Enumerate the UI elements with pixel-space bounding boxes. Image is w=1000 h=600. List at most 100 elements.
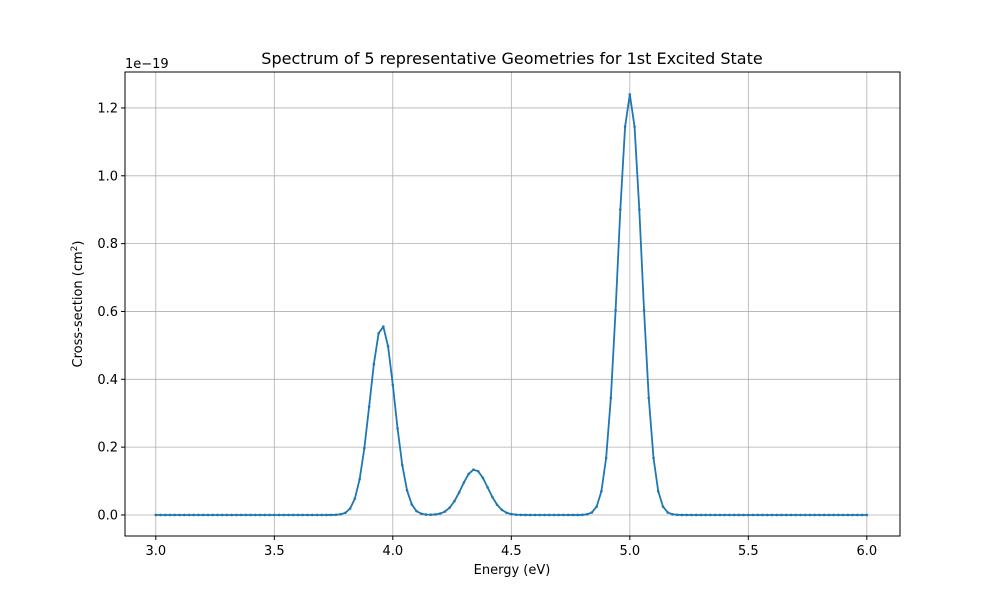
data-point — [576, 513, 579, 517]
data-point — [306, 513, 309, 517]
data-point — [434, 513, 437, 516]
data-point — [557, 513, 561, 517]
y-axis-ticks: 0.0 0.2 0.4 0.6 0.8 1.0 1.2 — [97, 101, 125, 523]
data-point — [709, 513, 712, 517]
data-point — [690, 513, 693, 517]
data-point — [173, 513, 177, 517]
data-point — [675, 513, 679, 517]
data-point — [808, 513, 812, 517]
data-point — [656, 490, 660, 493]
data-point — [718, 513, 722, 517]
data-point — [211, 513, 214, 517]
data-point — [201, 513, 205, 517]
data-point — [472, 468, 475, 472]
data-point — [524, 513, 527, 517]
data-point — [552, 513, 556, 517]
data-point — [571, 513, 575, 517]
data-point — [742, 513, 745, 517]
data-point — [263, 513, 267, 517]
data-point — [282, 513, 286, 517]
x-axis-ticks: 3.0 3.5 4.0 4.5 5.0 5.5 6.0 — [145, 536, 877, 559]
data-point — [353, 497, 357, 500]
data-point — [443, 510, 447, 513]
data-point — [377, 332, 380, 335]
data-point — [315, 513, 319, 517]
data-point — [273, 513, 276, 517]
data-point — [780, 513, 783, 517]
data-point — [671, 513, 674, 516]
data-point — [585, 513, 589, 516]
data-point — [789, 513, 793, 517]
data-point — [178, 513, 181, 517]
data-point — [661, 505, 665, 508]
grid — [125, 72, 900, 536]
data-point — [566, 513, 570, 517]
data-point — [405, 489, 409, 492]
data-point — [841, 513, 845, 517]
data-point — [500, 508, 504, 512]
data-point — [424, 513, 428, 516]
data-point — [206, 513, 210, 517]
data-point — [619, 208, 622, 211]
data-point — [163, 513, 167, 517]
data-point — [415, 509, 418, 513]
data-point — [495, 503, 499, 507]
data-point — [713, 513, 717, 517]
data-point — [334, 513, 338, 517]
data-point — [547, 513, 551, 517]
data-point — [182, 513, 186, 517]
data-point — [638, 208, 641, 211]
data-point — [197, 513, 200, 517]
data-point — [325, 513, 328, 517]
data-point — [244, 513, 248, 517]
data-point — [382, 325, 385, 328]
data-point — [837, 513, 840, 517]
data-point — [216, 513, 219, 517]
data-point — [486, 486, 489, 489]
y-axis-offset-label: 1e−19 — [125, 57, 169, 72]
plot-frame — [124, 71, 901, 537]
data-point — [732, 513, 736, 517]
data-point — [249, 513, 252, 517]
data-point — [647, 396, 651, 400]
data-point — [623, 125, 627, 129]
data-point — [642, 308, 646, 312]
data-point — [756, 513, 760, 517]
data-point — [358, 478, 361, 481]
data-point — [562, 513, 565, 517]
data-point — [581, 513, 584, 517]
data-point — [699, 513, 703, 517]
data-point — [595, 505, 598, 508]
chart-title: Spectrum of 5 representative Geometries … — [261, 49, 762, 68]
data-point — [590, 511, 594, 514]
data-point — [533, 513, 537, 517]
data-point — [628, 93, 632, 96]
data-point — [519, 513, 523, 517]
data-point — [457, 491, 461, 494]
data-point — [827, 513, 831, 517]
data-point — [813, 513, 816, 517]
data-point — [448, 506, 451, 509]
data-point — [543, 513, 546, 517]
data-point — [491, 495, 494, 499]
data-point — [410, 503, 414, 506]
data-point — [367, 405, 371, 409]
data-point — [633, 125, 636, 129]
y-tick-label: 0.0 — [97, 508, 118, 523]
data-point — [429, 513, 433, 517]
data-point — [320, 513, 324, 517]
data-point — [751, 513, 755, 517]
data-point — [851, 513, 854, 517]
data-point — [481, 476, 485, 480]
data-point — [400, 463, 404, 467]
data-point — [235, 513, 238, 517]
data-point — [865, 513, 869, 517]
data-point — [860, 513, 864, 517]
data-point — [510, 512, 513, 516]
data-point — [761, 513, 764, 517]
data-point — [856, 513, 859, 517]
data-point — [462, 481, 466, 484]
y-axis-label-main: Cross-section (cm — [71, 251, 86, 367]
